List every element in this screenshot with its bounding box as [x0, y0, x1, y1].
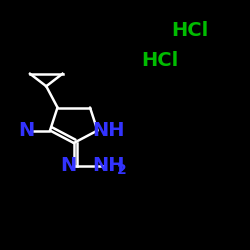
Text: HCl: HCl [172, 20, 208, 40]
Text: 2: 2 [117, 163, 127, 177]
Text: N: N [60, 156, 76, 175]
Text: NH: NH [92, 121, 125, 140]
Text: N: N [18, 121, 34, 140]
Text: NH: NH [92, 156, 125, 175]
Text: HCl: HCl [142, 50, 178, 70]
